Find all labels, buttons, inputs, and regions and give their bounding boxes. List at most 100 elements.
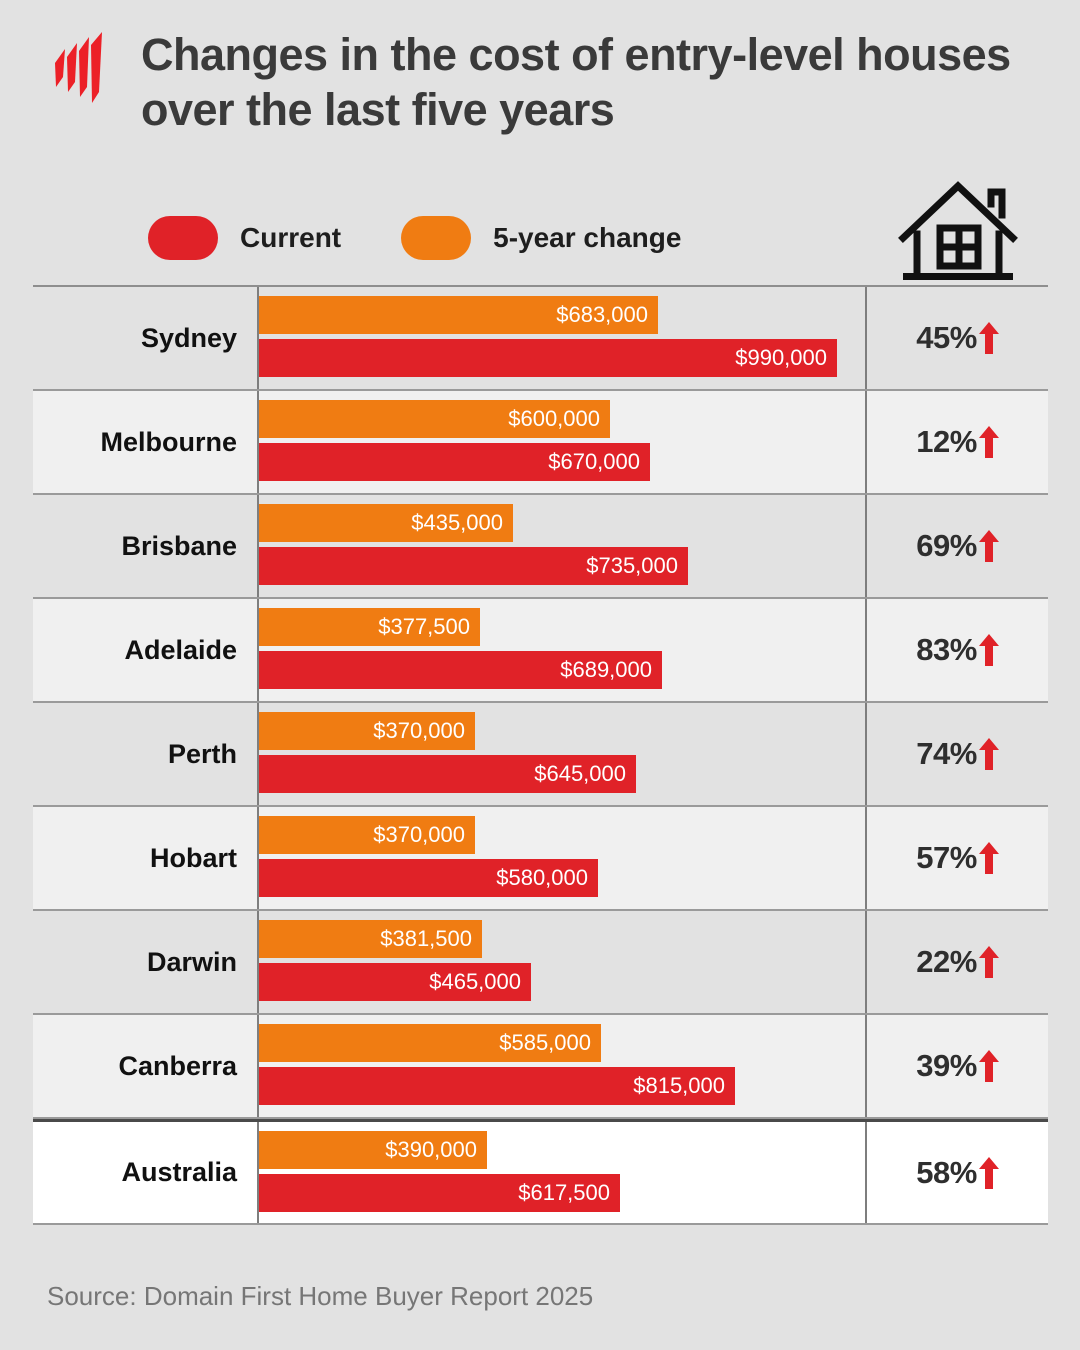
city-cell: Darwin (33, 911, 259, 1013)
bar-5-year-change: $435,000 (259, 504, 513, 542)
city-cell: Perth (33, 703, 259, 805)
city-label: Canberra (118, 1050, 237, 1081)
percent-change-value: 83% (916, 632, 977, 667)
table-row: Australia $390,000 $617,500 58% (33, 1119, 1048, 1225)
table-row: Hobart $370,000 $580,000 57% (33, 807, 1048, 911)
legend-label-current: Current (240, 222, 342, 253)
city-label: Darwin (146, 946, 237, 977)
percent-change-value: 69% (916, 528, 977, 563)
bar-value-label: $390,000 (385, 1137, 477, 1162)
arrow-up-icon (978, 946, 999, 978)
percent-change-cell: 69% (867, 495, 1048, 597)
bar-5-year-change: $377,500 (259, 608, 480, 646)
bar-value-label: $990,000 (735, 345, 827, 370)
bar-value-label: $670,000 (548, 449, 640, 474)
bars-cell: $370,000 $580,000 (259, 807, 867, 909)
arrow-up-icon (978, 426, 999, 458)
arrow-up-icon (978, 1050, 999, 1082)
bar-current: $617,500 (259, 1174, 620, 1212)
percent-change-cell: 12% (867, 391, 1048, 493)
bar-5-year-change: $381,500 (259, 920, 482, 958)
percent-change-cell: 39% (867, 1015, 1048, 1117)
bars-cell: $381,500 $465,000 (259, 911, 867, 1013)
table-row: Darwin $381,500 $465,000 22% (33, 911, 1048, 1015)
sbs-logo-icon (46, 30, 114, 108)
legend-label-5-year-change: 5-year change (493, 222, 682, 253)
bar-current: $815,000 (259, 1067, 735, 1105)
bar-5-year-change: $390,000 (259, 1131, 487, 1169)
arrow-up-icon (978, 530, 999, 562)
bar-5-year-change: $683,000 (259, 296, 658, 334)
percent-change-value: 58% (916, 1154, 977, 1190)
legend-item-current: Current (148, 216, 341, 260)
percent-change-value: 74% (916, 736, 977, 771)
percent-change-cell: 45% (867, 287, 1048, 389)
arrow-up-icon (978, 1156, 999, 1189)
city-label: Brisbane (121, 530, 237, 561)
table-row: Perth $370,000 $645,000 74% (33, 703, 1048, 807)
arrow-up-icon (978, 842, 999, 874)
percent-change-cell: 58% (867, 1122, 1048, 1223)
page-title: Changes in the cost of entry-level house… (141, 29, 1011, 135)
bar-value-label: $465,000 (429, 969, 521, 994)
bar-current: $689,000 (259, 651, 662, 689)
city-label: Sydney (140, 322, 237, 353)
legend-item-5-year-change: 5-year change (401, 216, 681, 260)
data-table: Sydney $683,000 $990,000 45% Melbourne $600,0… (33, 285, 1048, 1225)
percent-change-cell: 22% (867, 911, 1048, 1013)
table-row: Canberra $585,000 $815,000 39% (33, 1015, 1048, 1119)
bar-value-label: $815,000 (633, 1073, 725, 1098)
header: Changes in the cost of entry-level house… (0, 0, 1080, 175)
bar-current: $990,000 (259, 339, 837, 377)
bar-current: $670,000 (259, 443, 650, 481)
bar-5-year-change: $370,000 (259, 712, 475, 750)
city-label: Perth (167, 738, 237, 769)
bar-value-label: $370,000 (373, 718, 465, 743)
bars-cell: $435,000 $735,000 (259, 495, 867, 597)
percent-change-value: 57% (916, 840, 977, 875)
bar-value-label: $600,000 (508, 406, 600, 431)
city-cell: Brisbane (33, 495, 259, 597)
bar-5-year-change: $370,000 (259, 816, 475, 854)
percent-change-value: 39% (916, 1048, 977, 1083)
percent-change-value: 12% (916, 424, 977, 459)
percent-change-cell: 74% (867, 703, 1048, 805)
bar-value-label: $585,000 (499, 1030, 591, 1055)
city-cell: Canberra (33, 1015, 259, 1117)
city-cell: Hobart (33, 807, 259, 909)
percent-change-value: 22% (916, 944, 977, 979)
percent-change-cell: 57% (867, 807, 1048, 909)
bar-value-label: $645,000 (534, 761, 626, 786)
table-row: Sydney $683,000 $990,000 45% (33, 287, 1048, 391)
arrow-up-icon (978, 322, 999, 354)
table-row: Adelaide $377,500 $689,000 83% (33, 599, 1048, 703)
bar-value-label: $689,000 (560, 657, 652, 682)
source-note: Source: Domain First Home Buyer Report 2… (47, 1281, 594, 1311)
city-label: Australia (121, 1157, 237, 1187)
house-icon (897, 178, 1019, 283)
bar-value-label: $381,500 (380, 926, 472, 951)
bar-value-label: $683,000 (556, 302, 648, 327)
bar-value-label: $377,500 (378, 614, 470, 639)
bar-value-label: $435,000 (411, 510, 503, 535)
city-cell: Adelaide (33, 599, 259, 701)
city-cell: Melbourne (33, 391, 259, 493)
bar-value-label: $580,000 (496, 865, 588, 890)
city-label: Hobart (150, 842, 237, 873)
bar-value-label: $735,000 (586, 553, 678, 578)
bars-cell: $600,000 $670,000 (259, 391, 867, 493)
bar-5-year-change: $600,000 (259, 400, 610, 438)
city-cell: Australia (33, 1122, 259, 1223)
city-label: Melbourne (100, 426, 237, 457)
arrow-up-icon (978, 738, 999, 770)
bar-current: $735,000 (259, 547, 688, 585)
percent-change-value: 45% (916, 320, 977, 355)
bar-value-label: $617,500 (518, 1180, 610, 1205)
city-label: Adelaide (124, 634, 237, 665)
city-cell: Sydney (33, 287, 259, 389)
chart-legend: Current 5-year change (148, 212, 741, 264)
legend-swatch-orange-icon (401, 216, 472, 260)
bars-cell: $585,000 $815,000 (259, 1015, 867, 1117)
arrow-up-icon (978, 634, 999, 666)
